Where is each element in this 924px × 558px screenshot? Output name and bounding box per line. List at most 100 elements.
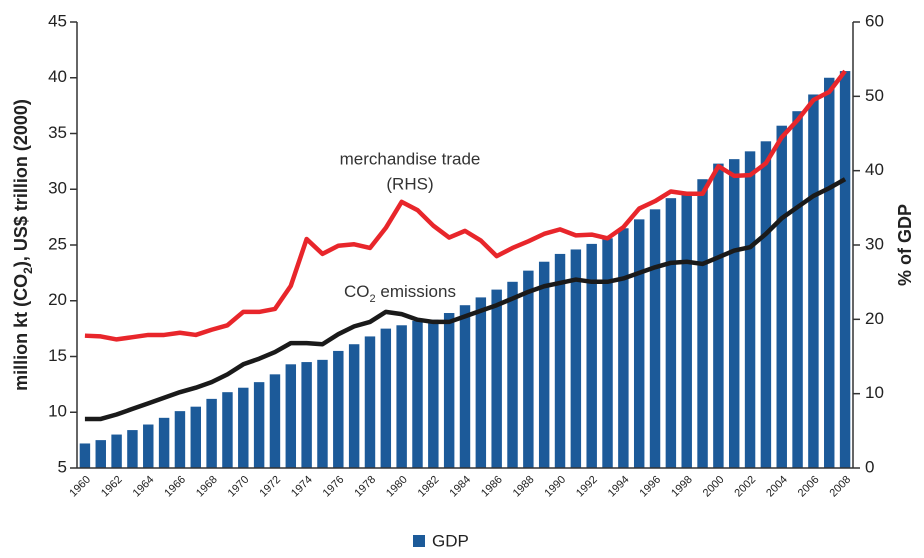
- bar: [839, 71, 851, 468]
- x-tick-label: 1990: [542, 474, 568, 500]
- bar: [649, 209, 661, 468]
- y-tick-label: 15: [48, 346, 67, 365]
- bar: [348, 344, 360, 468]
- x-tick-label: 1960: [67, 474, 93, 500]
- bar: [285, 364, 297, 468]
- y2-tick-label: 0: [865, 457, 874, 476]
- x-tick-label: 1962: [99, 474, 125, 500]
- bar: [238, 387, 249, 468]
- x-tick-label: 1968: [194, 474, 220, 500]
- bar: [79, 443, 91, 468]
- y-tick-label: 35: [48, 123, 67, 142]
- bar: [143, 424, 154, 468]
- bar: [428, 319, 439, 468]
- bar: [586, 243, 597, 468]
- bar: [681, 191, 692, 469]
- bar: [174, 411, 186, 468]
- annotation: merchandise trade: [340, 149, 481, 168]
- y-tick-label: 25: [48, 234, 67, 253]
- x-tick-label: 1994: [606, 474, 632, 500]
- x-tick-label: 1984: [447, 474, 473, 500]
- x-tick-label: 1974: [289, 474, 315, 500]
- bar: [222, 392, 233, 468]
- bar: [459, 305, 471, 468]
- y-tick-label: 5: [58, 457, 67, 476]
- y-tick-label: 20: [48, 290, 67, 309]
- bar: [127, 430, 138, 468]
- line: [84, 69, 847, 342]
- bar: [523, 270, 534, 468]
- x-tick-label: 1970: [226, 474, 252, 500]
- bar: [301, 362, 312, 468]
- x-tick-label: 1980: [384, 474, 410, 500]
- x-tick-label: 1988: [511, 474, 537, 500]
- bar: [269, 374, 281, 468]
- bar: [158, 417, 170, 468]
- y-tick-label: 10: [48, 402, 67, 421]
- x-tick-label: 1992: [574, 474, 600, 500]
- bar: [111, 434, 122, 468]
- y2-tick-label: 10: [865, 383, 884, 402]
- bar: [206, 398, 217, 468]
- bar: [808, 94, 819, 468]
- y2-tick-label: 60: [865, 11, 884, 30]
- y2-tick-label: 40: [865, 160, 884, 179]
- bar: [554, 253, 566, 468]
- bar: [364, 336, 376, 468]
- bar: [728, 159, 740, 468]
- x-tick-label: 1998: [669, 474, 695, 500]
- y-tick-label: 40: [48, 67, 67, 86]
- bar: [744, 151, 756, 468]
- y2-tick-label: 20: [865, 309, 884, 328]
- y2-tick-label: 50: [865, 86, 884, 105]
- bar: [570, 249, 582, 468]
- annotation: (RHS): [386, 174, 433, 193]
- bar: [507, 281, 518, 468]
- x-tick-label: 1972: [257, 474, 283, 500]
- line: [84, 177, 847, 422]
- bar: [396, 325, 407, 468]
- bar: [253, 382, 265, 468]
- bar: [633, 219, 645, 468]
- bar: [475, 297, 487, 468]
- x-tick-label: 2002: [732, 474, 758, 500]
- legend-label: GDP: [432, 531, 469, 550]
- x-tick-label: 1966: [162, 474, 188, 500]
- x-tick-label: 1986: [479, 474, 505, 500]
- bar: [760, 141, 772, 468]
- annotation: CO2 emissions: [344, 282, 456, 304]
- bar: [792, 111, 803, 468]
- bar: [491, 289, 502, 468]
- bar: [412, 320, 423, 468]
- bar: [602, 238, 613, 468]
- y2-axis-title: % of GDP: [895, 204, 915, 286]
- y2-tick-label: 30: [865, 234, 884, 253]
- x-tick-label: 2004: [764, 474, 790, 500]
- bar: [95, 440, 106, 468]
- x-tick-label: 1976: [321, 474, 347, 500]
- bar: [824, 77, 835, 468]
- legend-swatch: [413, 535, 425, 547]
- bar: [713, 163, 724, 469]
- bar: [190, 406, 202, 468]
- x-tick-label: 2006: [796, 474, 822, 500]
- x-tick-label: 1996: [637, 474, 663, 500]
- bar: [538, 261, 550, 468]
- bar: [443, 313, 455, 468]
- bar: [333, 350, 344, 468]
- bar: [618, 228, 629, 468]
- x-tick-label: 1978: [352, 474, 378, 500]
- bar: [665, 198, 677, 469]
- bar: [697, 179, 708, 468]
- x-tick-label: 1964: [131, 474, 157, 500]
- y-tick-label: 30: [48, 179, 67, 198]
- y-axis-title: million kt (CO2), US$ trillion (2000): [11, 99, 35, 391]
- x-tick-label: 2000: [701, 474, 727, 500]
- y-tick-label: 45: [48, 11, 67, 30]
- x-tick-label: 1982: [416, 474, 442, 500]
- x-tick-label: 2008: [827, 474, 853, 500]
- bar: [776, 125, 787, 468]
- bar: [380, 328, 392, 468]
- bar: [317, 359, 328, 468]
